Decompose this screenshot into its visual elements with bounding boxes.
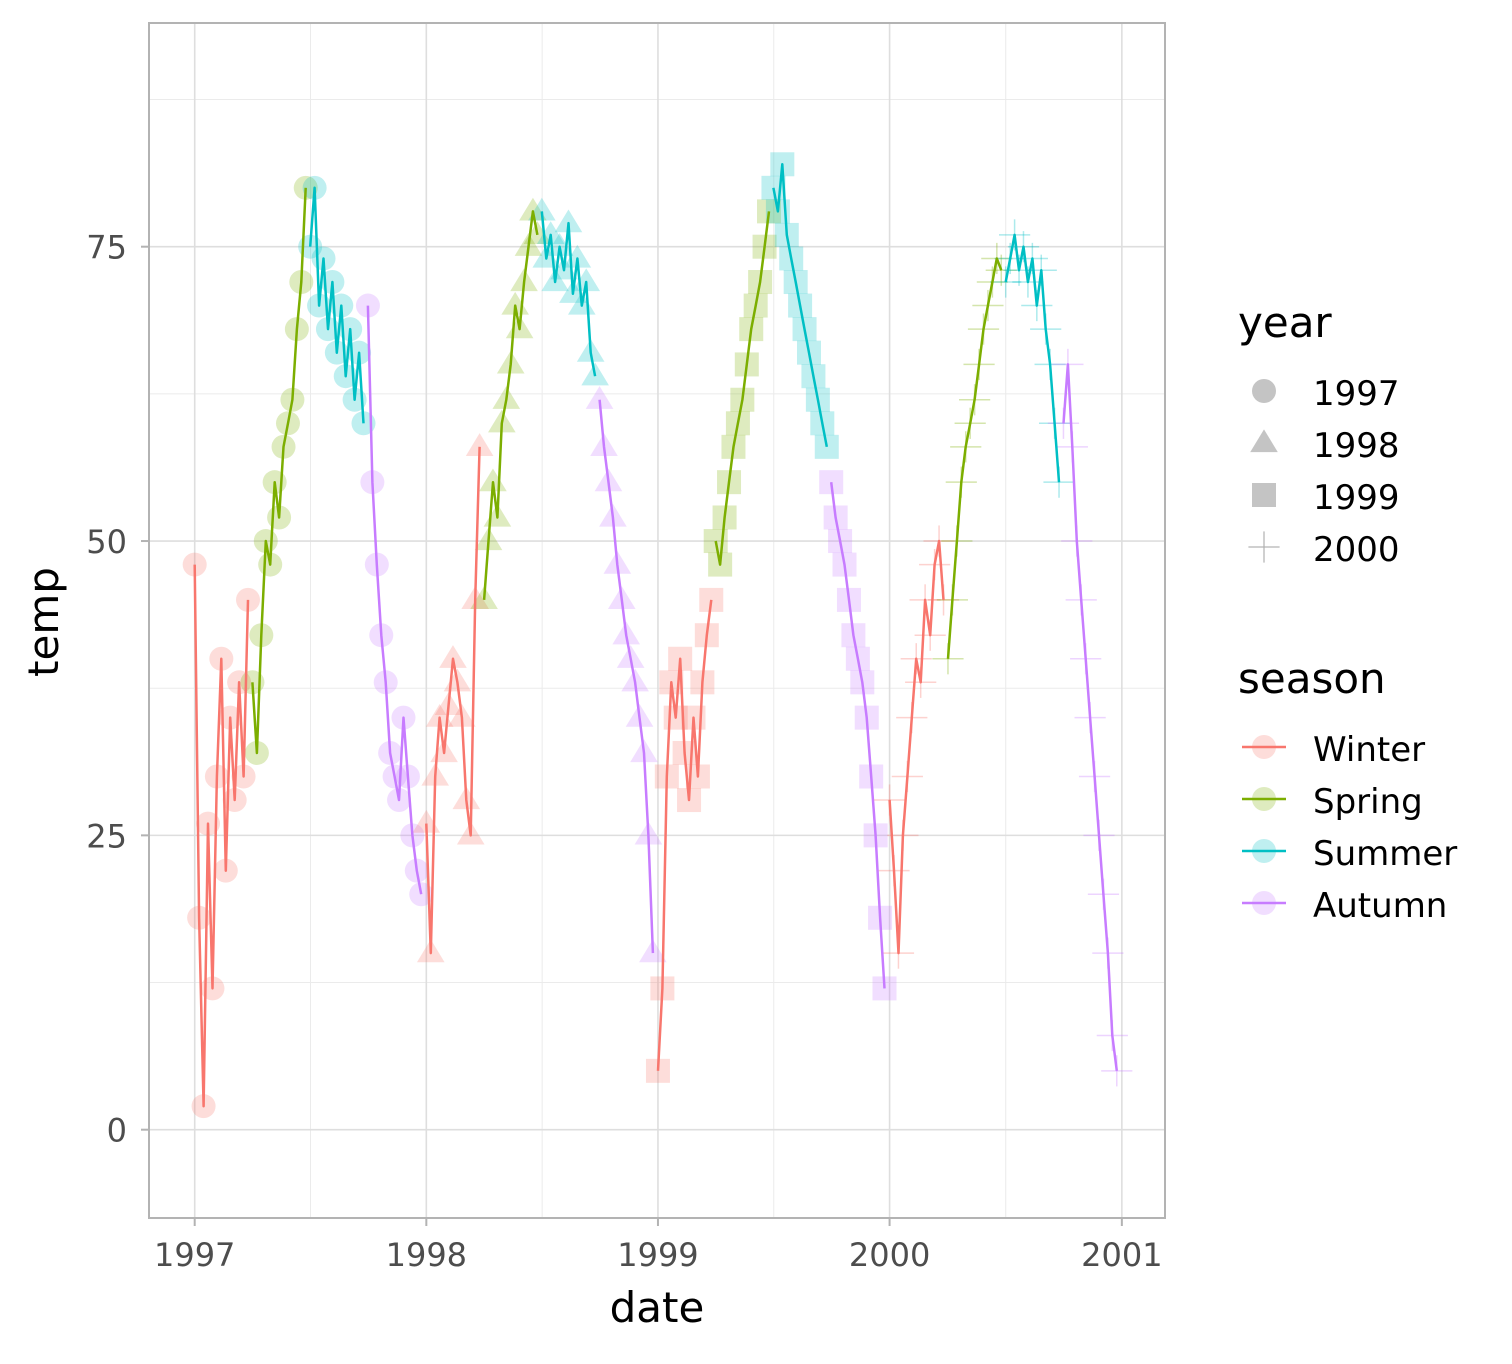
x-tick-label: 2001 — [1081, 1236, 1162, 1274]
axes: 0 25 50 75 1997 1998 1999 2000 2001 — [86, 229, 1162, 1274]
legend-title-year: year — [1238, 298, 1332, 347]
data-point — [182, 552, 207, 577]
series-line-1997-autumn — [366, 305, 423, 895]
y-tick-label: 25 — [86, 817, 127, 855]
legend-label-1997: 1997 — [1313, 374, 1400, 414]
legend-key-1997 — [1252, 379, 1276, 403]
x-tick-label: 1999 — [617, 1236, 698, 1274]
data-point — [439, 645, 467, 668]
data-point — [465, 433, 494, 456]
legend-label-2000: 2000 — [1313, 530, 1400, 570]
data-point — [355, 293, 380, 318]
series-line-1999-autumn — [829, 482, 886, 989]
y-tick-label: 50 — [86, 523, 127, 561]
data-point — [519, 197, 547, 221]
legend-label-winter: Winter — [1313, 730, 1425, 770]
y-axis-title: temp — [19, 567, 68, 677]
x-tick-label: 1997 — [154, 1236, 235, 1274]
data-point — [554, 209, 583, 233]
series-line-2000-summer — [1004, 233, 1061, 483]
data-marks — [182, 152, 1133, 1119]
legend-label-1999: 1999 — [1313, 478, 1400, 518]
y-tick-label: 0 — [107, 1112, 127, 1150]
legend-key-1999 — [1252, 483, 1276, 507]
series-line-1998-winter — [425, 446, 481, 955]
legend-key-2000 — [1248, 531, 1280, 563]
legend-label-1998: 1998 — [1313, 426, 1400, 466]
data-point — [585, 386, 614, 409]
data-point — [409, 882, 434, 907]
series-line-1997-spring — [251, 187, 307, 755]
legend-label-summer: Summer — [1313, 834, 1457, 874]
data-point — [985, 254, 1017, 286]
x-axis-title: date — [610, 1283, 705, 1332]
series-line-1999-winter — [656, 599, 713, 1071]
y-tick-label: 75 — [86, 229, 127, 267]
series-line-1999-summer — [772, 163, 829, 448]
x-tick-label: 1998 — [386, 1236, 467, 1274]
legend-key-1998 — [1250, 429, 1278, 453]
data-point — [235, 587, 260, 612]
legend-label-autumn: Autumn — [1313, 886, 1447, 926]
series-line-1998-spring — [482, 210, 539, 600]
series-line-1998-summer — [540, 211, 597, 377]
series-line-1998-autumn — [598, 399, 655, 954]
data-point — [1101, 1055, 1133, 1087]
data-point — [814, 434, 839, 459]
data-point — [528, 197, 556, 221]
series-line-2000-autumn — [1062, 363, 1119, 1071]
x-tick-label: 2000 — [849, 1236, 930, 1274]
series-line-1997-summer — [308, 186, 365, 424]
legend-title-season: season — [1238, 654, 1386, 703]
series-line-2000-winter — [888, 539, 945, 955]
series-line-2000-spring — [946, 257, 1003, 659]
legend: year 1997 1998 1999 2000 season Winter Spring Su… — [1238, 298, 1457, 926]
legend-label-spring: Spring — [1313, 782, 1423, 822]
series-line-1997-winter — [193, 564, 250, 1108]
series-line-1999-spring — [714, 211, 771, 566]
grid-lines — [149, 23, 1165, 1218]
data-point — [990, 266, 1022, 298]
